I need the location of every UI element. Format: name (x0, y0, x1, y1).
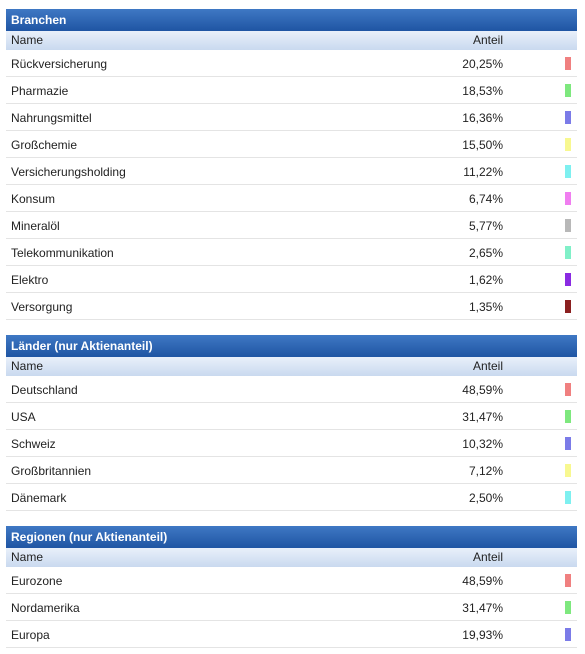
color-swatch (565, 246, 571, 259)
row-share-value: 2,50% (468, 491, 503, 505)
branchen-panel: Branchen Name Anteil Rückversicherung 20,25%… (6, 9, 577, 320)
row-label: Großbritannien (11, 464, 92, 478)
row-label: Versicherungsholding (11, 165, 126, 179)
table-row: Europa 19,93% (6, 621, 577, 648)
table-row: Mineralöl 5,77% (6, 212, 577, 239)
column-share-header: Anteil (472, 359, 503, 373)
row-share-value: 5,77% (468, 219, 503, 233)
row-share-value: 48,59% (462, 574, 503, 588)
row-label: Großchemie (11, 138, 78, 152)
regionen-panel: Regionen (nur Aktienanteil) Name Anteil Eur… (6, 526, 577, 648)
color-swatch (565, 192, 571, 205)
column-header: Name Anteil (6, 31, 577, 50)
row-share-value: 2,65% (468, 246, 503, 260)
row-share-value: 10,32% (462, 437, 503, 451)
table-row: USA 31,47% (6, 403, 577, 430)
color-swatch (565, 464, 571, 477)
row-label: Schweiz (11, 437, 56, 451)
column-share-header: Anteil (472, 33, 503, 47)
panel-title: Branchen (6, 9, 577, 31)
row-share-value: 18,53% (462, 84, 503, 98)
color-swatch (565, 628, 571, 641)
table-row: Rückversicherung 20,25% (6, 50, 577, 77)
table-row: Deutschland 48,59% (6, 376, 577, 403)
color-swatch (565, 57, 571, 70)
color-swatch (565, 165, 571, 178)
panel-title: Regionen (nur Aktienanteil) (6, 526, 577, 548)
row-label: Deutschland (11, 383, 78, 397)
row-share-value: 1,35% (468, 300, 503, 314)
table-row: Versicherungsholding 11,22% (6, 158, 577, 185)
lander-panel: Länder (nur Aktienanteil) Name Anteil Deuts… (6, 335, 577, 511)
table-row: Telekommunikation 2,65% (6, 239, 577, 266)
row-label: Dänemark (11, 491, 67, 505)
table-row: Konsum 6,74% (6, 185, 577, 212)
row-label: Mineralöl (11, 219, 60, 233)
panel-title: Länder (nur Aktienanteil) (6, 335, 577, 357)
table-row: Großchemie 15,50% (6, 131, 577, 158)
color-swatch (565, 574, 571, 587)
row-share-value: 48,59% (462, 383, 503, 397)
column-name-header: Name (11, 359, 44, 373)
color-swatch (565, 219, 571, 232)
color-swatch (565, 111, 571, 124)
row-share-value: 20,25% (462, 57, 503, 71)
color-swatch (565, 300, 571, 313)
table-row: Versorgung 1,35% (6, 293, 577, 320)
row-label: Telekommunikation (11, 246, 114, 260)
table-row: Eurozone 48,59% (6, 567, 577, 594)
row-share-value: 16,36% (462, 111, 503, 125)
color-swatch (565, 601, 571, 614)
row-share-value: 7,12% (468, 464, 503, 478)
row-share-value: 31,47% (462, 601, 503, 615)
row-label: Nahrungsmittel (11, 111, 92, 125)
table-row: Nordamerika 31,47% (6, 594, 577, 621)
color-swatch (565, 84, 571, 97)
row-label: Konsum (11, 192, 56, 206)
row-label: Nordamerika (11, 601, 80, 615)
color-swatch (565, 273, 571, 286)
color-swatch (565, 138, 571, 151)
row-label: Europa (11, 628, 50, 642)
row-label: Elektro (11, 273, 49, 287)
table-row: Pharmazie 18,53% (6, 77, 577, 104)
color-swatch (565, 410, 571, 423)
row-share-value: 6,74% (468, 192, 503, 206)
color-swatch (565, 437, 571, 450)
table-row: Nahrungsmittel 16,36% (6, 104, 577, 131)
row-label: Rückversicherung (11, 57, 108, 71)
table-row: Schweiz 10,32% (6, 430, 577, 457)
row-label: Eurozone (11, 574, 63, 588)
column-name-header: Name (11, 33, 44, 47)
row-label: Pharmazie (11, 84, 69, 98)
color-swatch (565, 383, 571, 396)
row-share-value: 31,47% (462, 410, 503, 424)
column-name-header: Name (11, 550, 44, 564)
row-label: Versorgung (11, 300, 73, 314)
row-share-value: 11,22% (463, 165, 503, 179)
table-row: Elektro 1,62% (6, 266, 577, 293)
column-header: Name Anteil (6, 357, 577, 376)
column-header: Name Anteil (6, 548, 577, 567)
table-row: Großbritannien 7,12% (6, 457, 577, 484)
color-swatch (565, 491, 571, 504)
row-share-value: 15,50% (462, 138, 503, 152)
row-share-value: 1,62% (468, 273, 503, 287)
column-share-header: Anteil (472, 550, 503, 564)
row-label: USA (11, 410, 36, 424)
row-share-value: 19,93% (462, 628, 503, 642)
table-row: Dänemark 2,50% (6, 484, 577, 511)
